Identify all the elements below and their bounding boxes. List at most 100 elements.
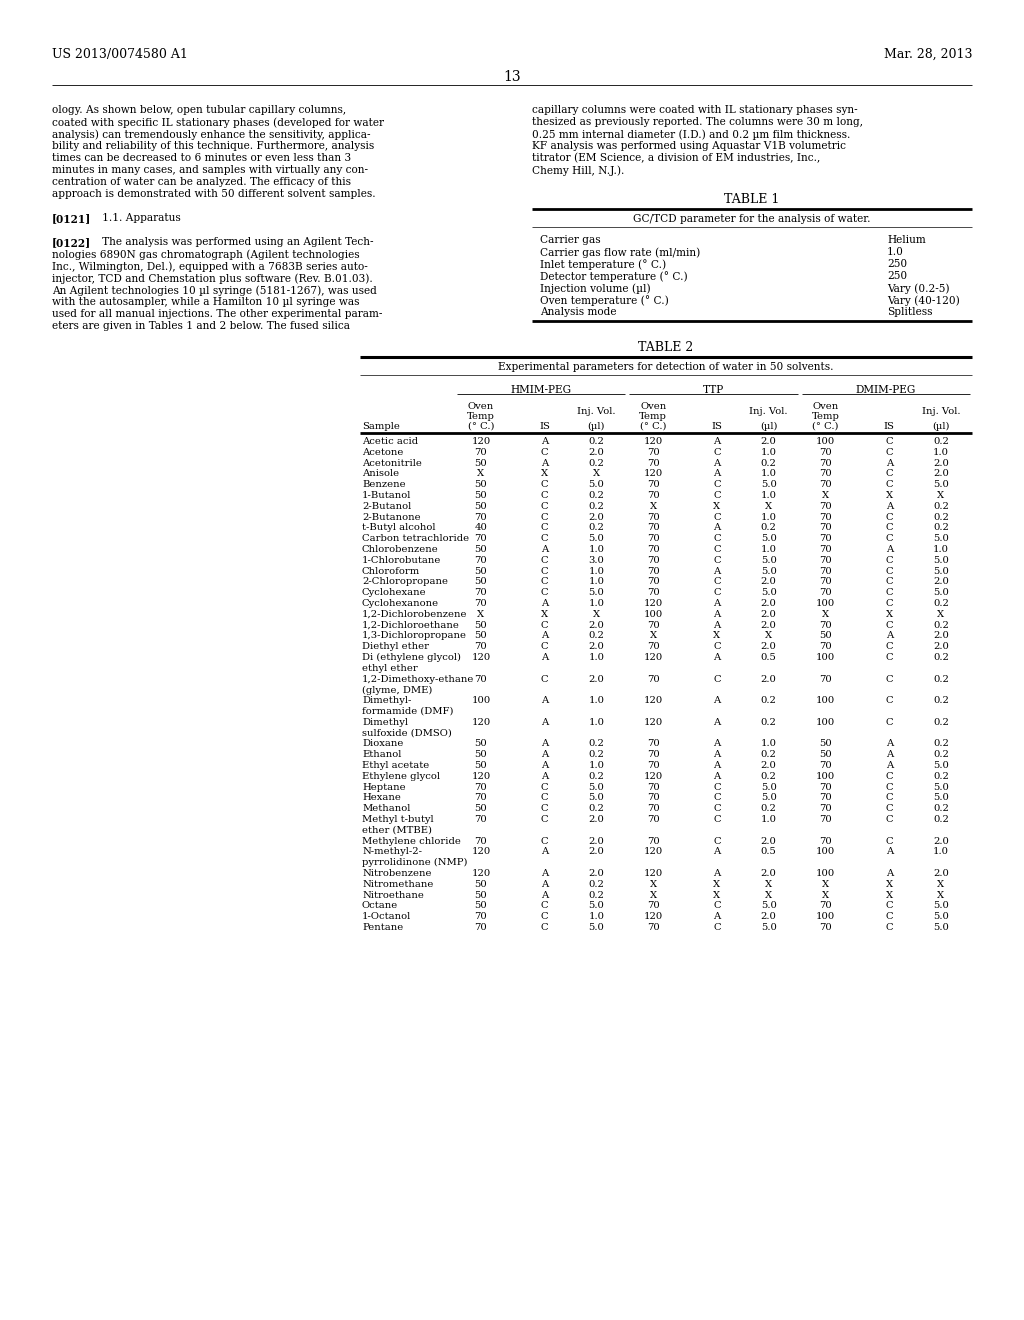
Text: 50: 50 — [474, 491, 487, 500]
Text: 70: 70 — [819, 556, 831, 565]
Text: 70: 70 — [819, 902, 831, 911]
Text: 2.0: 2.0 — [761, 577, 776, 586]
Text: 5.0: 5.0 — [761, 535, 776, 544]
Text: 70: 70 — [647, 524, 659, 532]
Text: Injection volume (µl): Injection volume (µl) — [540, 282, 650, 293]
Text: 70: 70 — [819, 480, 831, 490]
Text: 0.2: 0.2 — [589, 880, 604, 888]
Text: DMIM-PEG: DMIM-PEG — [856, 385, 916, 395]
Text: 70: 70 — [647, 804, 659, 813]
Text: Vary (40-120): Vary (40-120) — [887, 294, 959, 305]
Text: C: C — [541, 556, 549, 565]
Text: 0.2: 0.2 — [933, 750, 949, 759]
Text: Chemy Hill, N.J.).: Chemy Hill, N.J.). — [532, 165, 625, 176]
Text: 0.2: 0.2 — [589, 491, 604, 500]
Text: 1.0: 1.0 — [589, 912, 604, 921]
Text: C: C — [886, 793, 893, 803]
Text: A: A — [541, 599, 548, 609]
Text: C: C — [886, 814, 893, 824]
Text: 0.2: 0.2 — [933, 718, 949, 727]
Text: 100: 100 — [471, 696, 490, 705]
Text: 5.0: 5.0 — [933, 923, 949, 932]
Text: approach is demonstrated with 50 different solvent samples.: approach is demonstrated with 50 differe… — [52, 189, 376, 199]
Text: 5.0: 5.0 — [933, 762, 949, 770]
Text: 0.2: 0.2 — [761, 750, 776, 759]
Text: 120: 120 — [643, 912, 663, 921]
Text: 5.0: 5.0 — [761, 793, 776, 803]
Text: 70: 70 — [647, 556, 659, 565]
Text: 0.2: 0.2 — [933, 437, 949, 446]
Text: 2.0: 2.0 — [933, 837, 949, 846]
Text: 70: 70 — [819, 470, 831, 478]
Text: 50: 50 — [474, 631, 487, 640]
Text: 2.0: 2.0 — [589, 643, 604, 651]
Text: X: X — [886, 610, 893, 619]
Text: 70: 70 — [474, 643, 487, 651]
Text: X: X — [541, 610, 548, 619]
Text: 1.0: 1.0 — [589, 566, 604, 576]
Text: 0.2: 0.2 — [761, 804, 776, 813]
Text: 70: 70 — [474, 535, 487, 544]
Text: C: C — [886, 620, 893, 630]
Text: 1.0: 1.0 — [761, 470, 776, 478]
Text: 70: 70 — [819, 577, 831, 586]
Text: Methyl t-butyl: Methyl t-butyl — [362, 814, 433, 824]
Text: 50: 50 — [474, 804, 487, 813]
Text: A: A — [714, 524, 721, 532]
Text: Chloroform: Chloroform — [362, 566, 420, 576]
Text: 70: 70 — [819, 837, 831, 846]
Text: Cyclohexanone: Cyclohexanone — [362, 599, 439, 609]
Text: 5.0: 5.0 — [761, 783, 776, 792]
Text: A: A — [714, 620, 721, 630]
Text: 5.0: 5.0 — [933, 783, 949, 792]
Text: Temp: Temp — [812, 412, 840, 421]
Text: Dimethyl: Dimethyl — [362, 718, 408, 727]
Text: X: X — [649, 631, 656, 640]
Text: (µl): (µl) — [932, 422, 949, 432]
Text: C: C — [713, 814, 721, 824]
Text: C: C — [541, 923, 549, 932]
Text: 50: 50 — [474, 902, 487, 911]
Text: 0.2: 0.2 — [761, 718, 776, 727]
Text: C: C — [713, 793, 721, 803]
Text: 70: 70 — [819, 793, 831, 803]
Text: 1-Chlorobutane: 1-Chlorobutane — [362, 556, 441, 565]
Text: 5.0: 5.0 — [589, 923, 604, 932]
Text: 2.0: 2.0 — [761, 643, 776, 651]
Text: C: C — [713, 643, 721, 651]
Text: centration of water can be analyzed. The efficacy of this: centration of water can be analyzed. The… — [52, 177, 351, 187]
Text: 70: 70 — [819, 447, 831, 457]
Text: 70: 70 — [647, 491, 659, 500]
Text: A: A — [886, 762, 893, 770]
Text: Temp: Temp — [639, 412, 667, 421]
Text: X: X — [886, 880, 893, 888]
Text: 2.0: 2.0 — [589, 620, 604, 630]
Text: Nitrobenzene: Nitrobenzene — [362, 869, 431, 878]
Text: C: C — [713, 804, 721, 813]
Text: 0.2: 0.2 — [589, 772, 604, 781]
Text: 2.0: 2.0 — [761, 837, 776, 846]
Text: X: X — [937, 880, 944, 888]
Text: C: C — [713, 535, 721, 544]
Text: 70: 70 — [647, 535, 659, 544]
Text: 2.0: 2.0 — [761, 912, 776, 921]
Text: 5.0: 5.0 — [933, 480, 949, 490]
Text: X: X — [886, 891, 893, 900]
Text: 0.2: 0.2 — [761, 772, 776, 781]
Text: bility and reliability of this technique. Furthermore, analysis: bility and reliability of this technique… — [52, 141, 374, 150]
Text: 0.2: 0.2 — [933, 772, 949, 781]
Text: X: X — [822, 610, 829, 619]
Text: minutes in many cases, and samples with virtually any con-: minutes in many cases, and samples with … — [52, 165, 368, 176]
Text: 1.0: 1.0 — [589, 653, 604, 663]
Text: 5.0: 5.0 — [933, 556, 949, 565]
Text: 1.0: 1.0 — [761, 814, 776, 824]
Text: Carrier gas flow rate (ml/min): Carrier gas flow rate (ml/min) — [540, 247, 700, 257]
Text: C: C — [886, 470, 893, 478]
Text: 50: 50 — [474, 502, 487, 511]
Text: 50: 50 — [474, 739, 487, 748]
Text: A: A — [714, 437, 721, 446]
Text: 70: 70 — [474, 556, 487, 565]
Text: 100: 100 — [816, 653, 836, 663]
Text: C: C — [886, 589, 893, 597]
Text: 70: 70 — [819, 814, 831, 824]
